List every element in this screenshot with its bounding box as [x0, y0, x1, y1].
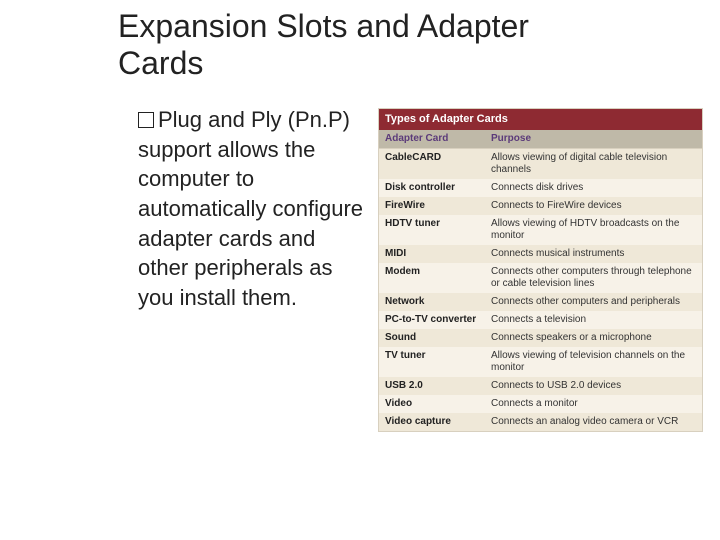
adapter-cards-panel: Types of Adapter Cards Adapter Card Purp… — [378, 108, 703, 432]
body-first-line: Plug and Ply — [158, 107, 282, 132]
cell-purpose: Connects to USB 2.0 devices — [485, 377, 702, 395]
table-row: VideoConnects a monitor — [379, 395, 702, 413]
body-rest: (Pn.P) support allows the computer to au… — [138, 107, 363, 310]
col-adapter-card: Adapter Card — [379, 130, 485, 149]
cell-purpose: Allows viewing of HDTV broadcasts on the… — [485, 215, 702, 245]
cell-adapter-name: HDTV tuner — [379, 215, 485, 245]
cell-adapter-name: PC-to-TV converter — [379, 311, 485, 329]
table-row: MIDIConnects musical instruments — [379, 245, 702, 263]
adapter-cards-table: Adapter Card Purpose CableCARDAllows vie… — [379, 130, 702, 431]
cell-purpose: Connects musical instruments — [485, 245, 702, 263]
cell-adapter-name: Video — [379, 395, 485, 413]
table-row: Disk controllerConnects disk drives — [379, 179, 702, 197]
slide-title: Expansion Slots and Adapter Cards — [118, 8, 618, 82]
cell-purpose: Connects other computers and peripherals — [485, 293, 702, 311]
table-row: HDTV tunerAllows viewing of HDTV broadca… — [379, 215, 702, 245]
cell-purpose: Connects to FireWire devices — [485, 197, 702, 215]
cell-purpose: Connects disk drives — [485, 179, 702, 197]
table-row: FireWireConnects to FireWire devices — [379, 197, 702, 215]
table-row: ModemConnects other computers through te… — [379, 263, 702, 293]
cell-purpose: Connects other computers through telepho… — [485, 263, 702, 293]
table-row: TV tunerAllows viewing of television cha… — [379, 347, 702, 377]
cell-adapter-name: Sound — [379, 329, 485, 347]
cell-adapter-name: Network — [379, 293, 485, 311]
panel-header: Types of Adapter Cards — [379, 109, 702, 130]
cell-purpose: Allows viewing of television channels on… — [485, 347, 702, 377]
cell-adapter-name: CableCARD — [379, 149, 485, 180]
table-row: USB 2.0Connects to USB 2.0 devices — [379, 377, 702, 395]
bullet-box-icon — [138, 112, 154, 128]
slide: Expansion Slots and Adapter Cards Plug a… — [0, 0, 720, 540]
cell-purpose: Allows viewing of digital cable televisi… — [485, 149, 702, 180]
cell-adapter-name: USB 2.0 — [379, 377, 485, 395]
cell-purpose: Connects a monitor — [485, 395, 702, 413]
col-purpose: Purpose — [485, 130, 702, 149]
cell-adapter-name: Disk controller — [379, 179, 485, 197]
table-row: PC-to-TV converterConnects a television — [379, 311, 702, 329]
cell-adapter-name: Modem — [379, 263, 485, 293]
cell-purpose: Connects an analog video camera or VCR — [485, 413, 702, 431]
cell-purpose: Connects a television — [485, 311, 702, 329]
table-row: Video captureConnects an analog video ca… — [379, 413, 702, 431]
table-row: SoundConnects speakers or a microphone — [379, 329, 702, 347]
cell-purpose: Connects speakers or a microphone — [485, 329, 702, 347]
table-row: NetworkConnects other computers and peri… — [379, 293, 702, 311]
cell-adapter-name: TV tuner — [379, 347, 485, 377]
table-row: CableCARDAllows viewing of digital cable… — [379, 149, 702, 180]
cell-adapter-name: FireWire — [379, 197, 485, 215]
table-header-row: Adapter Card Purpose — [379, 130, 702, 149]
table-body: CableCARDAllows viewing of digital cable… — [379, 149, 702, 432]
body-paragraph: Plug and Ply (Pn.P) support allows the c… — [138, 105, 363, 313]
cell-adapter-name: MIDI — [379, 245, 485, 263]
cell-adapter-name: Video capture — [379, 413, 485, 431]
